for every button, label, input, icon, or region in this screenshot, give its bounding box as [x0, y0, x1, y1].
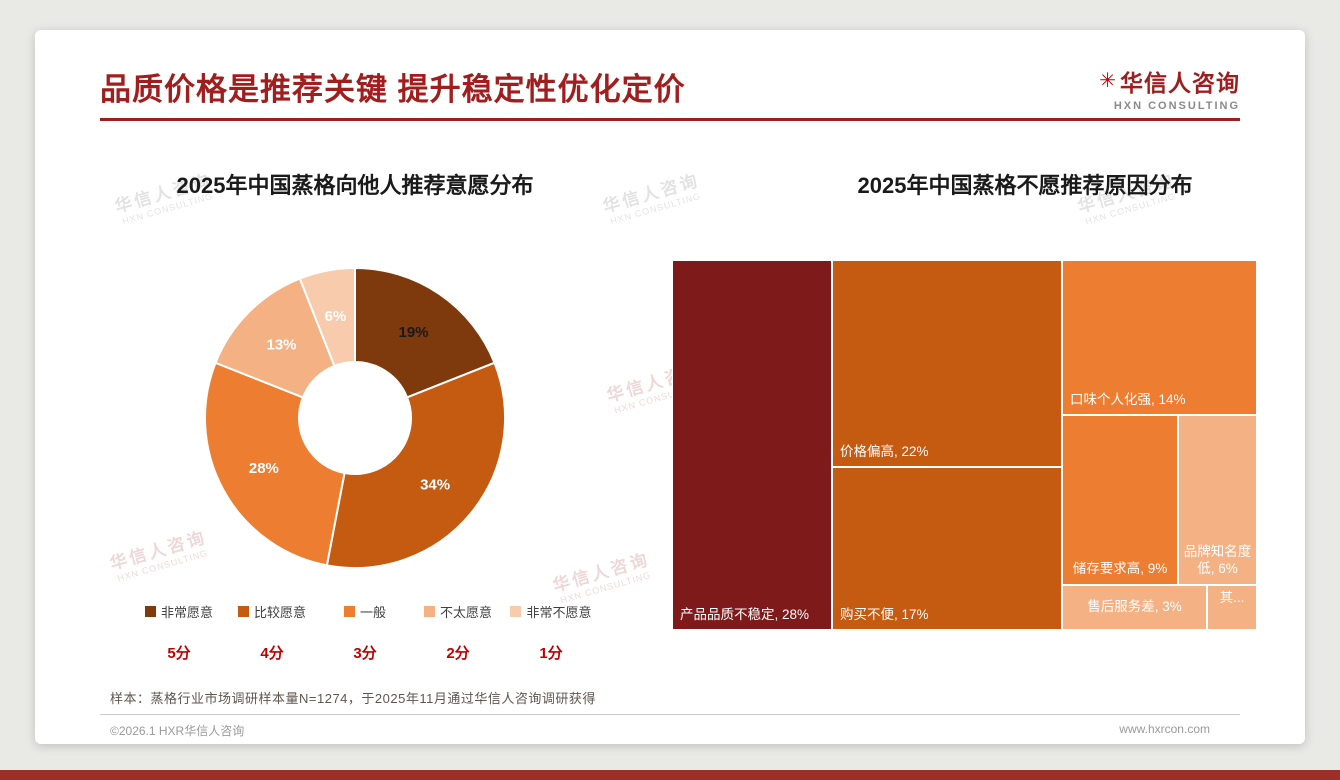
- treemap-block-5: 品牌知名度低, 6%: [1178, 415, 1257, 585]
- treemap-chart: 产品品质不稳定, 28% 价格偏高, 22% 购买不便, 17% 口味个人化强, 14…: [672, 260, 1257, 630]
- donut-legend: 非常愿意 比较愿意 一般 不太愿意 非常不愿意: [75, 602, 655, 621]
- treemap-block-4: 储存要求高, 9%: [1062, 415, 1178, 585]
- legend-swatch: [237, 606, 249, 617]
- donut-slice-3: [214, 277, 336, 399]
- treemap-block-2: 购买不便, 17%: [832, 467, 1062, 630]
- donut-slice-value-label: 6%: [325, 308, 347, 325]
- treemap-block-0: 产品品质不稳定, 28%: [672, 260, 832, 630]
- legend-item: 不太愿意: [412, 602, 505, 621]
- donut-chart-title: 2025年中国蒸格向他人推荐意愿分布: [176, 173, 534, 198]
- legend-swatch: [343, 606, 355, 617]
- score-label: 3分: [353, 645, 377, 662]
- legend-label: 比较愿意: [253, 605, 306, 620]
- treemap-block-label: 储存要求高, 9%: [1072, 561, 1168, 577]
- sample-footnote: 样本：蒸格行业市场调研样本量N=1274，于2025年11月通过华信人咨询调研获…: [110, 691, 596, 706]
- score-label: 4分: [260, 645, 284, 662]
- footer-divider: [100, 714, 1240, 715]
- treemap-block-label: 其...: [1219, 590, 1245, 605]
- brand-logo: ✳ 华信人咨询 HXN CONSULTING: [1099, 64, 1240, 112]
- treemap-block-label: 品牌知名度低, 6%: [1183, 544, 1252, 577]
- treemap-block-label: 售后服务差, 3%: [1087, 599, 1182, 615]
- legend-item: 非常愿意: [133, 602, 226, 621]
- donut-slice-value-label: 13%: [266, 337, 296, 354]
- legend-swatch: [510, 606, 522, 617]
- treemap-block-label: 口味个人化强, 14%: [1070, 392, 1186, 408]
- copyright-text: ©2026.1 HXR华信人咨询: [110, 724, 245, 738]
- score-label: 5分: [167, 645, 191, 662]
- title-underline: [100, 118, 1240, 121]
- donut-slice-value-label: 19%: [398, 324, 428, 341]
- donut-slice-4: [298, 266, 356, 368]
- logo-mark-icon: ✳: [1099, 70, 1116, 92]
- bottom-accent-bar: [0, 770, 1340, 780]
- page-title: 品质价格是推荐关键 提升稳定性优化定价: [100, 72, 686, 107]
- treemap-block-label: 价格偏高, 22%: [840, 444, 929, 460]
- legend-swatch: [144, 606, 156, 617]
- legend-label: 一般: [359, 605, 386, 620]
- treemap-block-1: 价格偏高, 22%: [832, 260, 1062, 467]
- legend-label: 非常愿意: [160, 605, 213, 620]
- score-label: 2分: [446, 645, 470, 662]
- legend-item: 比较愿意: [226, 602, 319, 621]
- treemap-block-7: 其...: [1207, 585, 1257, 630]
- legend-label: 非常不愿意: [526, 605, 592, 620]
- donut-slice-0: [354, 266, 496, 399]
- donut-slice-value-label: 34%: [420, 476, 450, 493]
- legend-item: 一般: [319, 602, 412, 621]
- logo-subtitle: HXN CONSULTING: [1113, 100, 1240, 112]
- donut-chart: 19% 34% 28% 13% 6%: [204, 266, 506, 569]
- score-label: 1分: [539, 645, 563, 662]
- treemap-block-label: 购买不便, 17%: [840, 607, 929, 623]
- donut-score-labels: 5分 4分 3分 2分 1分: [75, 642, 655, 663]
- treemap-chart-title: 2025年中国蒸格不愿推荐原因分布: [857, 173, 1193, 198]
- legend-swatch: [423, 606, 435, 617]
- watermark: 华信人咨询 HXN CONSULTING: [550, 549, 653, 606]
- logo-name: 华信人咨询: [1120, 70, 1240, 96]
- treemap-block-3: 口味个人化强, 14%: [1062, 260, 1257, 415]
- legend-label: 不太愿意: [439, 605, 492, 620]
- donut-slice-2: [204, 361, 346, 567]
- donut-slice-1: [325, 361, 506, 569]
- treemap-block-6: 售后服务差, 3%: [1062, 585, 1207, 630]
- treemap-block-label: 产品品质不稳定, 28%: [680, 607, 810, 623]
- legend-item: 非常不愿意: [505, 602, 598, 621]
- website-link[interactable]: www.hxrcon.com: [1119, 722, 1210, 736]
- donut-slice-value-label: 28%: [249, 460, 279, 477]
- watermark: 华信人咨询 HXN CONSULTING: [600, 170, 703, 227]
- slide-card: 华信人咨询 HXN CONSULTING 华信人咨询 HXN CONSULTIN…: [35, 30, 1305, 744]
